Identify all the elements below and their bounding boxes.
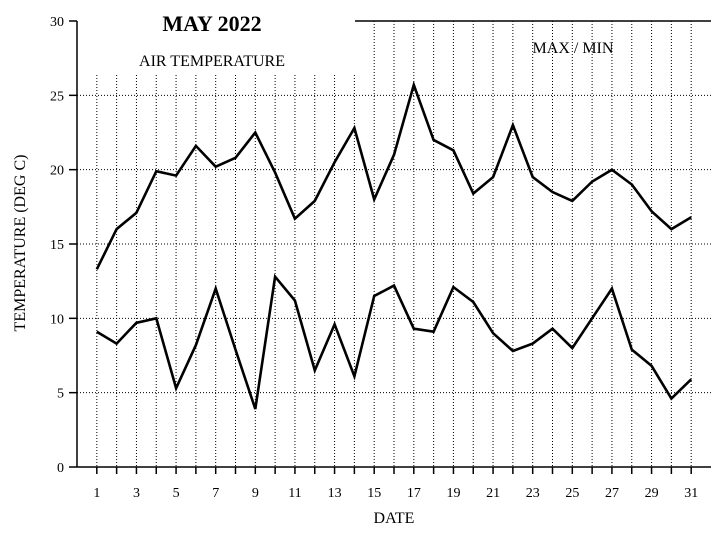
x-tick-label: 29 [645, 486, 659, 501]
x-tick-label: 9 [252, 486, 259, 501]
x-tick-label: 25 [565, 486, 579, 501]
legend-label: MAX / MIN [533, 40, 614, 57]
x-tick-label: 21 [486, 486, 500, 501]
x-tick-label: 19 [446, 486, 460, 501]
x-tick-label: 17 [407, 486, 421, 501]
grid [77, 21, 711, 467]
x-tick-label: 1 [93, 486, 100, 501]
series-line-max [95, 80, 692, 270]
x-tick-label: 11 [288, 486, 301, 501]
y-tick-label: 25 [50, 89, 64, 104]
x-tick-label: 13 [328, 486, 342, 501]
y-tick-label: 0 [57, 461, 64, 476]
x-tick-label: 15 [367, 486, 381, 501]
series-line-min [96, 273, 693, 410]
x-tick-label: 31 [684, 486, 698, 501]
y-tick-label: 20 [50, 164, 64, 179]
y-axis-title: TEMPERATURE (DEG C) [12, 155, 29, 332]
x-tick-label: 27 [605, 486, 619, 501]
x-tick-label: 3 [133, 486, 140, 501]
chart-title: MAY 2022 [162, 11, 261, 36]
y-tick-label: 30 [50, 15, 64, 30]
series-lines [95, 80, 693, 410]
x-axis-title: DATE [374, 510, 415, 527]
y-tick-label: 15 [50, 238, 64, 253]
labels: MAY 2022 AIR TEMPERATURE MAX / MIN DATE … [12, 11, 614, 527]
x-tick-label: 7 [212, 486, 219, 501]
x-tick-label: 5 [173, 486, 180, 501]
y-tick-label: 5 [57, 387, 64, 402]
x-tick-label: 23 [526, 486, 540, 501]
chart-subtitle: AIR TEMPERATURE [139, 53, 285, 70]
y-tick-label: 10 [50, 312, 64, 327]
